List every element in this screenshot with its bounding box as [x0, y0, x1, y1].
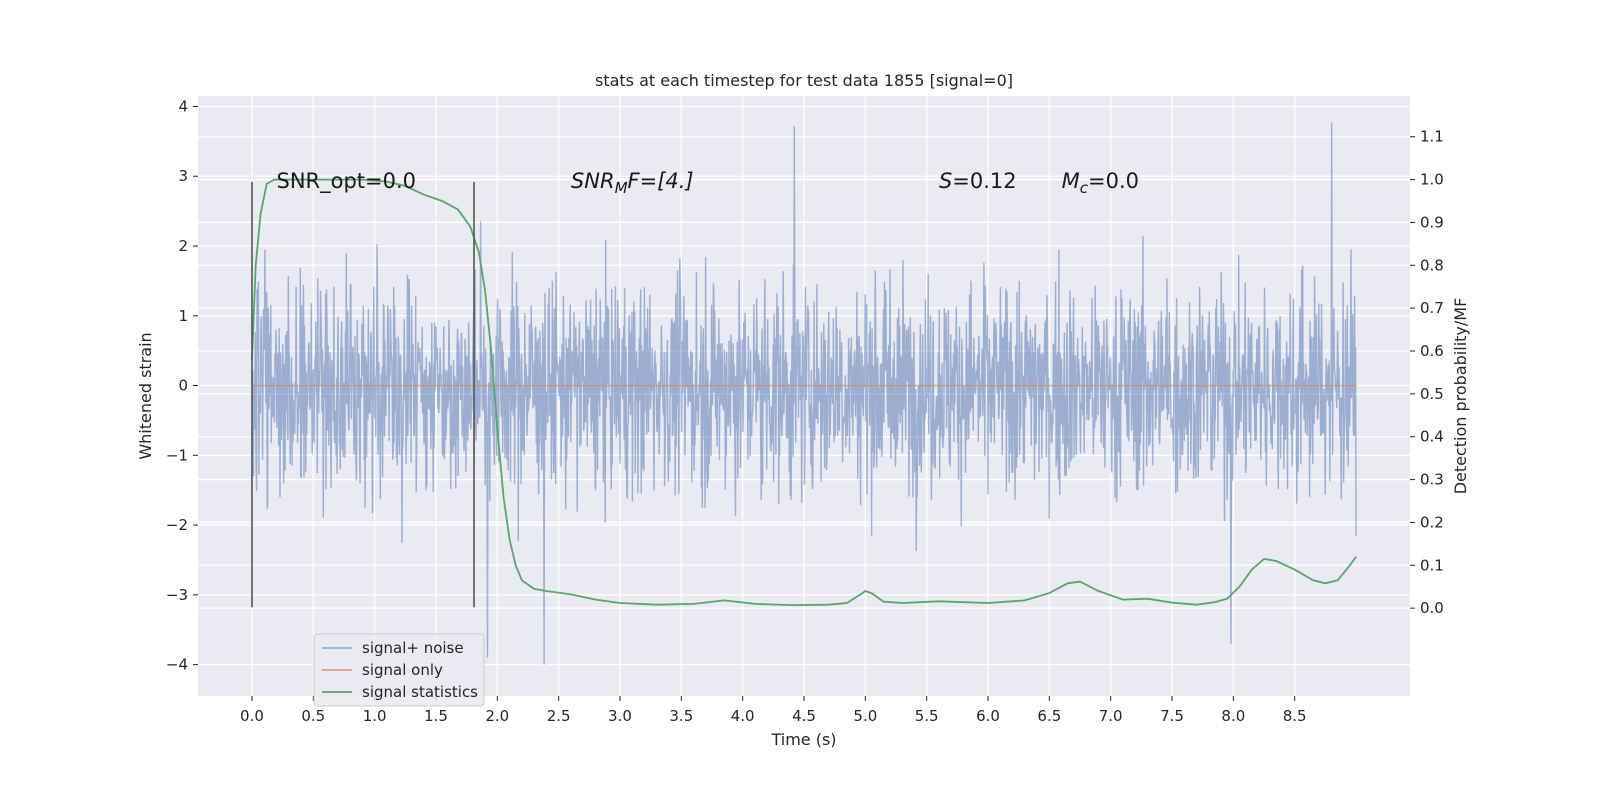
x-tick-label: 3.5 — [669, 707, 693, 725]
y-axis-label: Whitened strain — [136, 332, 155, 459]
stat-annotation: S=0.12 — [939, 169, 1017, 193]
event-markers — [251, 181, 475, 608]
x-tick-label: 4.0 — [731, 707, 755, 725]
x-tick-label: 2.0 — [485, 707, 509, 725]
y-tick-label: −3 — [166, 586, 188, 604]
legend-label: signal+ noise — [362, 639, 464, 657]
legend-box — [313, 633, 485, 707]
y-tick-label: 3 — [178, 167, 188, 185]
y-tick-label: 4 — [178, 97, 188, 115]
y-right-tick-label: 0.5 — [1420, 385, 1444, 403]
x-tick-label: 1.5 — [424, 707, 448, 725]
x-tick-label: 0.0 — [240, 707, 264, 725]
legend-label: signal statistics — [362, 683, 478, 701]
stat-annotation: Mc=0.0 — [1062, 169, 1139, 197]
axes: 0.0 0.5 1.0 1.5 2.0 2.5 3.0 3.5 4.0 4.5 5.0 5.5 6.0 6… — [166, 97, 1444, 725]
stat-annotation: SNR_opt=0.0 — [277, 169, 417, 194]
legend: signal+ noise signal only signal statistic… — [313, 633, 485, 707]
y-tick-label: −1 — [166, 446, 188, 464]
x-tick-label: 0.5 — [301, 707, 325, 725]
y-right-tick-label: 0.6 — [1420, 342, 1444, 360]
x-tick-label: 4.5 — [792, 707, 816, 725]
y-tick-label: 0 — [178, 377, 188, 395]
x-tick-label: 2.5 — [547, 707, 571, 725]
stat-annotation: SNRMF=[4.] — [571, 169, 694, 197]
series-signal-statistics — [251, 178, 1357, 607]
x-tick-label: 6.0 — [976, 707, 1000, 725]
y-right-tick-label: 0.9 — [1420, 213, 1444, 231]
y-tick-label: 2 — [178, 237, 188, 255]
x-tick-label: 5.0 — [853, 707, 877, 725]
y-right-tick-label: 0.1 — [1420, 556, 1444, 574]
series-layer — [251, 122, 1357, 665]
y-right-tick-label: 0.7 — [1420, 299, 1444, 317]
y-right-tick-label: 0.8 — [1420, 256, 1444, 274]
x-tick-label: 5.5 — [915, 707, 939, 725]
x-tick-label: 7.0 — [1099, 707, 1123, 725]
y-right-tick-label: 0.0 — [1420, 599, 1444, 617]
y-right-tick-label: 0.4 — [1420, 428, 1444, 446]
x-tick-label: 8.5 — [1283, 707, 1307, 725]
y-right-tick-label: 1.0 — [1420, 171, 1444, 189]
x-axis-label: Time (s) — [770, 730, 836, 749]
x-tick-label: 1.0 — [363, 707, 387, 725]
annotations: SNR_opt=0.0 SNRMF=[4.] S=0.12 Mc=0.0 — [277, 169, 1139, 197]
x-tick-label: 3.0 — [608, 707, 632, 725]
y-right-tick-label: 0.2 — [1420, 513, 1444, 531]
x-tick-label: 6.5 — [1037, 707, 1061, 725]
legend-label: signal only — [362, 661, 443, 679]
y-right-tick-label: 1.1 — [1420, 128, 1444, 146]
y-tick-label: −2 — [166, 516, 188, 534]
x-tick-label: 7.5 — [1160, 707, 1184, 725]
chart-title: stats at each timestep for test data 185… — [595, 71, 1013, 90]
y-right-tick-label: 0.3 — [1420, 471, 1444, 489]
x-tick-label: 8.0 — [1221, 707, 1245, 725]
y-tick-label: 1 — [178, 307, 188, 325]
series-signal-noise — [251, 122, 1357, 665]
y-tick-label: −4 — [166, 656, 188, 674]
y-axis-right-label: Detection probability/MF — [1451, 298, 1470, 495]
